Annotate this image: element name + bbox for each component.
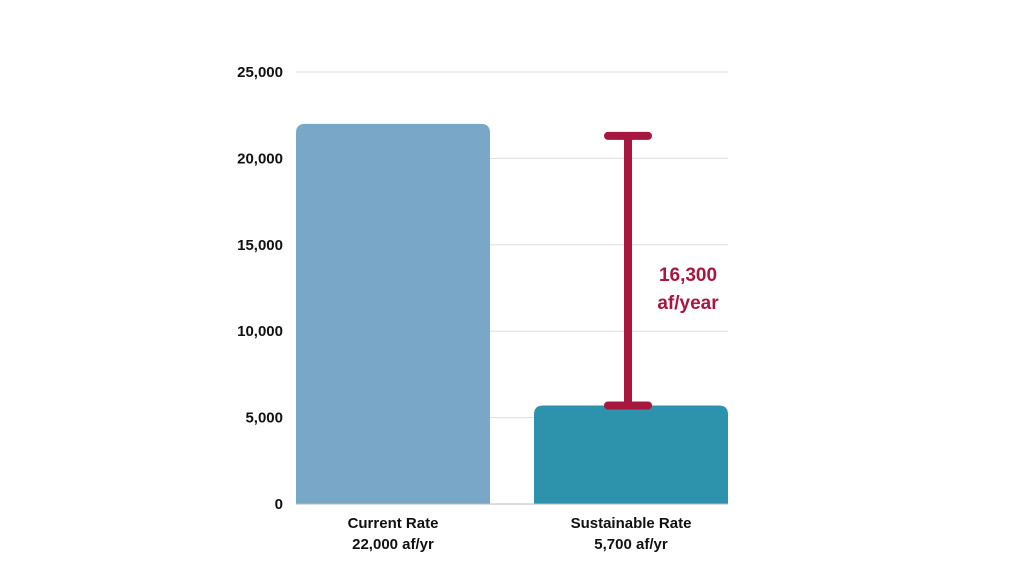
- y-tick-label: 20,000: [237, 150, 283, 167]
- bar-sustainable-rate: [534, 405, 728, 504]
- y-tick-label: 15,000: [237, 237, 283, 254]
- range-annotation: 16,300 af/year: [604, 131, 719, 410]
- y-tick-label: 10,000: [237, 323, 283, 340]
- range-label-line: 16,300: [659, 265, 717, 286]
- bars: [296, 123, 728, 504]
- category-label: Sustainable Rate: [571, 515, 692, 532]
- x-axis-category-labels: Current Rate 22,000 af/yr Sustainable Rate…: [348, 515, 692, 553]
- y-axis-tick-labels: 0 5,000 10,000 15,000 20,000 25,000: [237, 64, 283, 513]
- category-sublabel: 5,700 af/yr: [594, 536, 668, 553]
- y-tick-label: 25,000: [237, 64, 283, 81]
- y-tick-label: 5,000: [245, 410, 283, 427]
- category-sublabel: 22,000 af/yr: [352, 536, 434, 553]
- range-label-line: af/year: [657, 293, 719, 314]
- y-tick-label: 0: [275, 496, 283, 513]
- bar-current-rate: [296, 123, 490, 504]
- category-label: Current Rate: [348, 515, 439, 532]
